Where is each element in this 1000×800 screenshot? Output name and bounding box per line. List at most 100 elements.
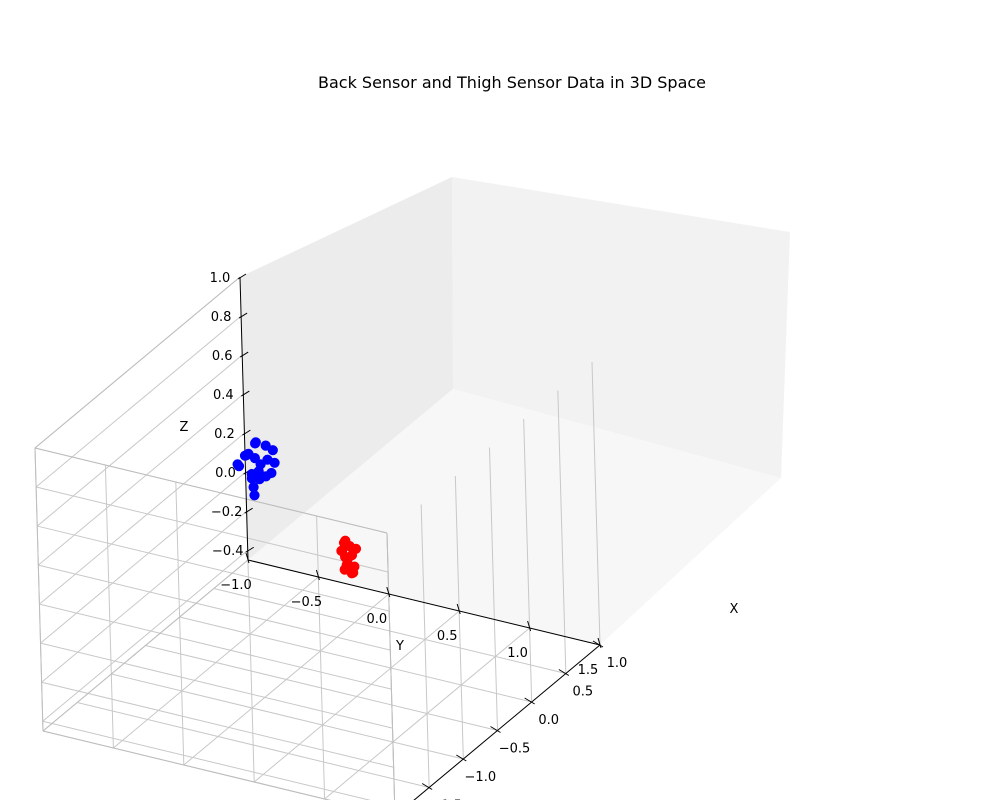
x-tick-label: 0.5 [572, 685, 593, 700]
z-gridline-side [39, 432, 245, 605]
back-sensor-point [249, 490, 260, 501]
y-tick-label: −0.5 [291, 595, 323, 610]
pane-edge [34, 447, 388, 534]
z-tick [238, 312, 248, 319]
y-gridline-floor [324, 627, 530, 800]
z-tick [239, 351, 249, 358]
thigh-sensor-point [338, 537, 350, 548]
x-gridline-back [454, 475, 464, 760]
z-gridline-side [36, 354, 243, 527]
x-axis-label: X [730, 602, 739, 617]
back-sensor-point [260, 471, 271, 482]
z-gridline-back [42, 720, 372, 800]
pane-edge [386, 532, 396, 800]
z-tick-label: 0.6 [212, 349, 233, 364]
back-sensor-point [269, 457, 280, 468]
z-axis-label: Z [180, 420, 189, 435]
x-tick-label: −0.5 [499, 742, 531, 757]
x-tick [592, 640, 604, 648]
x-gridline-back [420, 504, 430, 788]
z-tick-label: 1.0 [210, 271, 231, 286]
back-sensor-point [246, 469, 257, 480]
back-sensor-point [267, 445, 278, 456]
z-gridline-back [40, 642, 393, 729]
z-gridline-back [37, 525, 390, 612]
z-axis-line [239, 276, 249, 561]
y-axis-line [247, 559, 601, 646]
y-tick [315, 569, 320, 581]
y-axis-label: Y [395, 639, 404, 654]
floor-pane [248, 389, 781, 645]
back-sensor-point [232, 459, 243, 470]
x-tick [421, 783, 433, 790]
z-gridline-back [41, 681, 394, 768]
y-tick-label: 1.5 [578, 663, 599, 678]
x-gridline-floor [111, 673, 464, 760]
thigh-sensor-point [340, 551, 351, 563]
y-tick [597, 637, 602, 649]
x-gridline-back [523, 418, 533, 703]
pane-edge [42, 730, 331, 800]
y-tick-label: 0.5 [437, 629, 458, 644]
y-gridline-floor [113, 576, 319, 749]
z-gridline-side [35, 315, 242, 488]
back-sensor-point [239, 450, 251, 461]
data-points [232, 437, 362, 579]
x-tick [524, 697, 535, 705]
tick-marks [237, 273, 604, 790]
x-gridline-floor [42, 730, 331, 800]
x-tick-label: −1.5 [430, 799, 462, 800]
thigh-sensor-point [350, 543, 362, 554]
y-tick [245, 552, 250, 564]
z-tick [237, 273, 247, 280]
z-gridline-back [39, 603, 392, 690]
z-tick-label: 0.0 [215, 466, 236, 481]
pane-edge [42, 559, 249, 732]
y-gridline-side [104, 464, 114, 749]
x-tick [456, 754, 467, 762]
left-pane [240, 177, 453, 560]
x-tick [558, 669, 570, 676]
z-tick-label: −0.2 [211, 505, 243, 520]
x-gridline-back [591, 361, 601, 646]
x-gridline-back [489, 447, 498, 731]
pane-edge [34, 276, 241, 449]
y-tick-label: 0.0 [366, 612, 387, 627]
thigh-sensor-point [346, 568, 357, 579]
x-tick-label: 0.0 [538, 713, 559, 728]
z-tick [245, 546, 254, 553]
z-tick [241, 390, 250, 397]
y-tick-label: −1.0 [220, 578, 252, 593]
z-gridline-back [38, 564, 391, 651]
y-tick [527, 620, 532, 632]
z-gridline-side [41, 510, 247, 683]
x-gridline-back [557, 390, 567, 674]
x-tick [490, 726, 501, 733]
y-tick-label: 1.0 [507, 646, 528, 661]
z-gridline-back [35, 486, 389, 573]
z-gridline-side [37, 393, 244, 566]
z-tick-label: 0.4 [213, 388, 234, 403]
tick-labels: −1.0−0.50.00.51.01.5−2.0−1.5−1.0−0.50.00… [210, 271, 628, 800]
z-tick-label: 0.2 [214, 427, 235, 442]
back-sensor-point [260, 440, 271, 451]
back-sensor-point [250, 437, 261, 448]
y-tick [456, 603, 461, 615]
z-gridline-side [40, 471, 246, 644]
back-pane [452, 177, 790, 478]
chart-title: Back Sensor and Thigh Sensor Data in 3D … [318, 73, 706, 92]
pane-edge [34, 447, 44, 732]
y-gridline-floor [183, 593, 390, 766]
x-tick-label: 1.0 [607, 656, 628, 671]
z-tick-label: 0.8 [211, 310, 232, 325]
y-gridline-side [316, 515, 326, 800]
z-gridline-side [42, 549, 249, 722]
y-gridline-floor [253, 610, 460, 783]
y-tick [386, 586, 391, 598]
z-tick-label: −0.4 [212, 544, 244, 559]
x-gridline-floor [179, 616, 532, 703]
z-tick [242, 429, 251, 436]
z-tick [244, 507, 253, 514]
